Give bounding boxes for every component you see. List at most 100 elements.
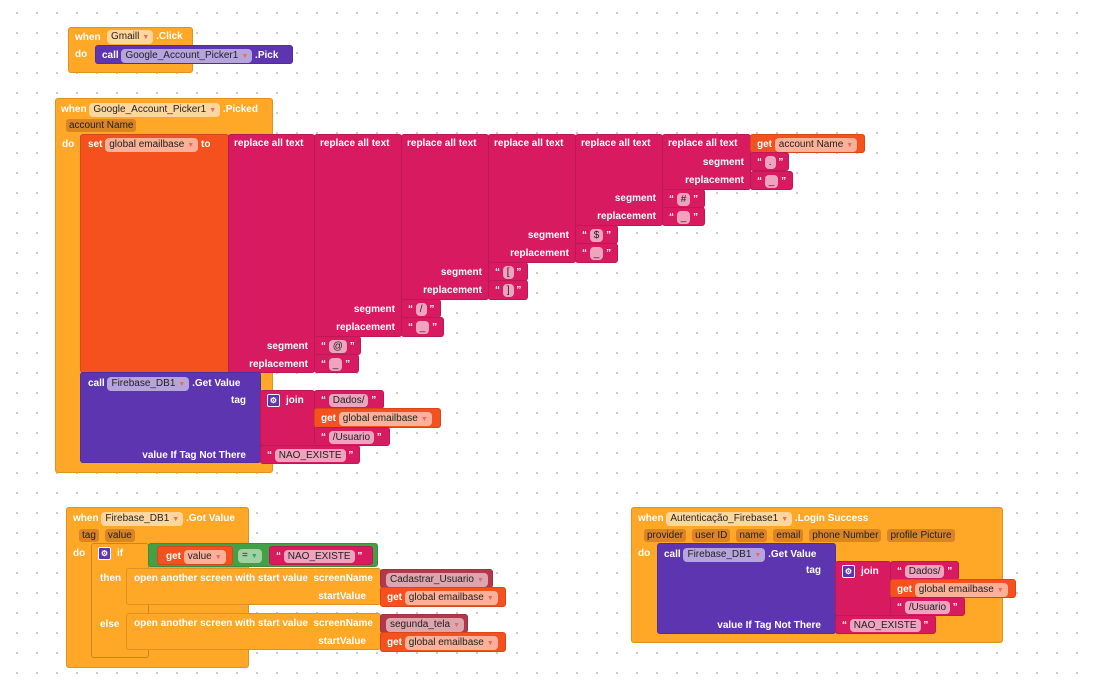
param-email[interactable]: email — [773, 529, 804, 542]
picker-dropdown[interactable]: Google_Account_Picker1 ▼ — [121, 49, 253, 63]
screen-name-block[interactable]: Cadastrar_Usuario ▼ — [380, 569, 493, 588]
get-emailbase-block[interactable]: get global emailbase ▼ — [314, 408, 441, 428]
segment-label: segment — [353, 304, 395, 315]
db-name: Firebase_DB1 — [687, 549, 752, 560]
string-value[interactable]: _ — [415, 321, 430, 334]
replacement-label: replacement — [423, 285, 482, 296]
string-replacement[interactable]: “ _ ” — [314, 354, 359, 373]
string-replacement[interactable]: “ _ ” — [662, 207, 705, 226]
string-value[interactable]: Dados/ — [328, 394, 369, 407]
string-value[interactable]: / — [415, 303, 427, 316]
string-nao-existe[interactable]: “ NAO_EXISTE ” — [835, 615, 936, 634]
string-value[interactable]: $ — [589, 229, 604, 242]
string-value[interactable]: /Usuario — [904, 601, 951, 614]
string-value[interactable]: Dados/ — [904, 565, 945, 578]
dropdown-arrow-icon: ▼ — [214, 554, 222, 561]
string-value[interactable]: ] — [502, 284, 514, 297]
string-segment[interactable]: “ [ ” — [488, 262, 528, 281]
gear-icon[interactable]: ⚙ — [98, 547, 111, 560]
get-emailbase-block[interactable]: get global emailbase ▼ — [380, 632, 506, 652]
segment-label: segment — [702, 157, 744, 168]
string-replacement[interactable]: “ _ ” — [575, 243, 618, 263]
screen-dropdown[interactable]: segunda_tela ▼ — [386, 618, 464, 632]
dropdown-arrow-icon: ▼ — [420, 416, 428, 423]
component-dropdown[interactable]: Gmaill ▼ — [107, 30, 154, 44]
string-value[interactable]: # — [676, 193, 691, 206]
string-segment[interactable]: “ . ” — [750, 152, 789, 171]
string-value[interactable]: NAO_EXISTE — [274, 449, 346, 462]
variable-dropdown[interactable]: global emailbase ▼ — [338, 412, 432, 426]
param-profile-picture[interactable]: profile Picture — [887, 529, 955, 542]
string-value[interactable]: _ — [328, 358, 343, 371]
string-value[interactable]: NAO_EXISTE — [849, 619, 921, 632]
string-nao-existe[interactable]: “ NAO_EXISTE ” — [260, 445, 360, 464]
string-usuario[interactable]: “ /Usuario ” — [314, 427, 390, 446]
call-pick-block[interactable]: call Google_Account_Picker1 ▼ .Pick — [95, 45, 293, 64]
join-block[interactable]: ⚙ join — [260, 390, 315, 446]
component-dropdown[interactable]: Autenticação_Firebase1 ▼ — [666, 512, 793, 526]
string-value[interactable]: NAO_EXISTE — [283, 550, 355, 563]
screen-dropdown[interactable]: Cadastrar_Usuario ▼ — [386, 573, 488, 587]
call-get-value-block[interactable]: call Firebase_DB1 ▼ .Get Value tag value … — [657, 543, 836, 634]
variable-dropdown[interactable]: global emailbase ▼ — [404, 591, 498, 605]
param-phone-number[interactable]: phone Number — [809, 529, 882, 542]
open-screen-block-else[interactable]: open another screen with start value scr… — [126, 613, 381, 650]
string-dados[interactable]: “ Dados/ ” — [314, 390, 384, 409]
open-screen-block-then[interactable]: open another screen with start value scr… — [126, 568, 381, 605]
variable-dropdown[interactable]: global emailbase ▼ — [404, 636, 498, 650]
replace-all-block-2[interactable]: replace all text segment replacement — [575, 134, 663, 226]
replace-all-block-4[interactable]: replace all text segment replacement — [401, 134, 489, 300]
string-replacement[interactable]: “ _ ” — [401, 317, 444, 337]
compare-block[interactable]: get value ▼ = ▼ “ NAO_EXISTE ” — [148, 543, 378, 567]
param-account-name[interactable]: account Name — [66, 119, 137, 132]
string-segment[interactable]: “ # ” — [662, 189, 705, 208]
variable-dropdown[interactable]: value ▼ — [183, 550, 226, 564]
gear-icon[interactable]: ⚙ — [842, 565, 855, 578]
gear-icon[interactable]: ⚙ — [267, 394, 280, 407]
string-replacement[interactable]: “ ] ” — [488, 280, 528, 300]
replace-all-block-3[interactable]: replace all text segment replacement — [488, 134, 576, 263]
replace-all-block-1[interactable]: replace all text segment replacement — [662, 134, 751, 190]
call-get-value-block[interactable]: call Firebase_DB1 ▼ .Get Value tag value … — [80, 372, 261, 463]
replace-all-block-6[interactable]: replace all text segment replacement — [228, 134, 315, 373]
string-usuario[interactable]: “ /Usuario ” — [890, 597, 965, 616]
param-provider[interactable]: provider — [644, 529, 687, 542]
component-dropdown[interactable]: Firebase_DB1 ▼ — [101, 512, 184, 526]
variable-dropdown[interactable]: global emailbase ▼ — [105, 138, 199, 152]
screen-name-block[interactable]: segunda_tela ▼ — [380, 614, 468, 633]
param-user-id[interactable]: user ID — [692, 529, 731, 542]
get-emailbase-block[interactable]: get global emailbase ▼ — [380, 587, 506, 607]
replacement-label: replacement — [597, 211, 656, 222]
string-value[interactable]: [ — [502, 266, 514, 279]
string-segment[interactable]: “ / ” — [401, 299, 441, 318]
join-block[interactable]: ⚙ join — [835, 561, 891, 616]
param-name[interactable]: name — [736, 529, 768, 542]
string-value[interactable]: _ — [676, 211, 691, 224]
operator-dropdown[interactable]: = ▼ — [238, 549, 262, 563]
get-label: get — [321, 413, 336, 424]
string-value[interactable]: _ — [589, 247, 604, 260]
string-dados[interactable]: “ Dados/ ” — [890, 561, 959, 580]
string-value[interactable]: @ — [328, 340, 347, 353]
string-segment[interactable]: “ @ ” — [314, 336, 361, 355]
string-value[interactable]: _ — [764, 175, 779, 188]
get-emailbase-block[interactable]: get global emailbase ▼ — [890, 579, 1016, 598]
set-variable-block[interactable]: set global emailbase ▼ to — [80, 134, 229, 373]
variable-dropdown[interactable]: global emailbase ▼ — [914, 583, 1008, 597]
string-replacement[interactable]: “ _ ” — [750, 171, 793, 190]
variable-dropdown[interactable]: account Name ▼ — [774, 138, 858, 152]
param-value[interactable]: value — [104, 529, 135, 542]
string-nao-existe[interactable]: “ NAO_EXISTE ” — [269, 546, 373, 565]
then-label: then — [100, 573, 122, 584]
component-name: Firebase_DB1 — [105, 513, 170, 524]
string-segment[interactable]: “ $ ” — [575, 225, 618, 244]
string-value[interactable]: . — [764, 156, 776, 169]
get-account-name-block[interactable]: get account Name ▼ — [750, 134, 865, 153]
param-tag[interactable]: tag — [79, 529, 99, 542]
replace-all-block-5[interactable]: replace all text segment replacement — [314, 134, 402, 337]
get-value-block[interactable]: get value ▼ — [157, 546, 233, 565]
component-dropdown[interactable]: Google_Account_Picker1 ▼ — [89, 103, 221, 117]
db-dropdown[interactable]: Firebase_DB1 ▼ — [683, 548, 766, 562]
db-dropdown[interactable]: Firebase_DB1 ▼ — [107, 377, 190, 391]
string-value[interactable]: /Usuario — [328, 431, 375, 444]
